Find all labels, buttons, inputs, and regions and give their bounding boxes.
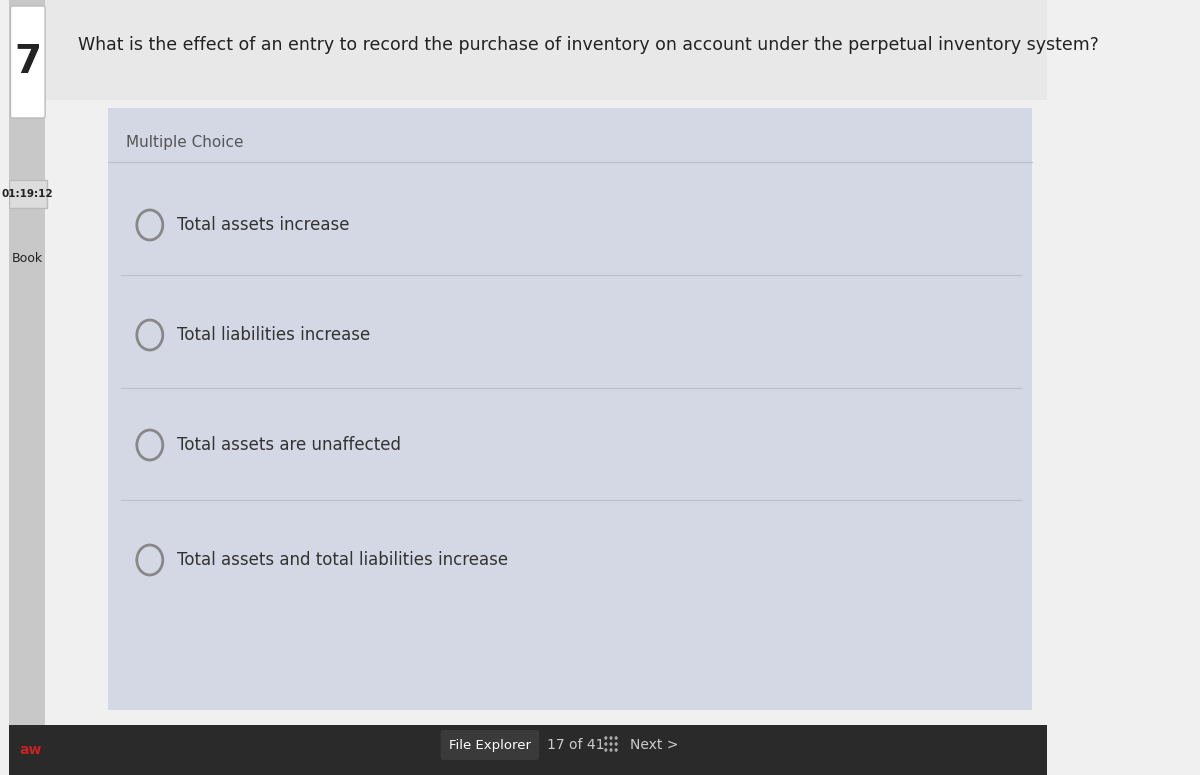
Text: What is the effect of an entry to record the purchase of inventory on account un: What is the effect of an entry to record… [78, 36, 1099, 54]
Circle shape [614, 742, 618, 746]
Text: Next >: Next > [630, 738, 678, 752]
FancyBboxPatch shape [8, 0, 1048, 775]
Circle shape [605, 748, 607, 752]
Circle shape [614, 736, 618, 740]
Text: 01:19:12: 01:19:12 [2, 189, 54, 199]
Text: Book: Book [12, 252, 43, 264]
Circle shape [610, 736, 612, 740]
FancyBboxPatch shape [8, 0, 46, 775]
Circle shape [605, 736, 607, 740]
Text: Multiple Choice: Multiple Choice [126, 136, 244, 150]
FancyBboxPatch shape [8, 180, 47, 208]
Text: Total assets are unaffected: Total assets are unaffected [178, 436, 402, 454]
FancyBboxPatch shape [108, 108, 1032, 710]
FancyBboxPatch shape [11, 6, 46, 118]
Text: aw: aw [19, 743, 42, 757]
Circle shape [614, 748, 618, 752]
Text: Total liabilities increase: Total liabilities increase [178, 326, 371, 344]
Text: 17 of 41: 17 of 41 [547, 738, 605, 752]
FancyBboxPatch shape [8, 725, 1048, 775]
Text: Total assets and total liabilities increase: Total assets and total liabilities incre… [178, 551, 509, 569]
Text: Total assets increase: Total assets increase [178, 216, 350, 234]
FancyBboxPatch shape [440, 730, 539, 760]
Text: 7: 7 [14, 43, 41, 81]
Circle shape [605, 742, 607, 746]
Text: File Explorer: File Explorer [449, 739, 530, 752]
Circle shape [610, 748, 612, 752]
FancyBboxPatch shape [46, 0, 1048, 100]
Circle shape [610, 742, 612, 746]
